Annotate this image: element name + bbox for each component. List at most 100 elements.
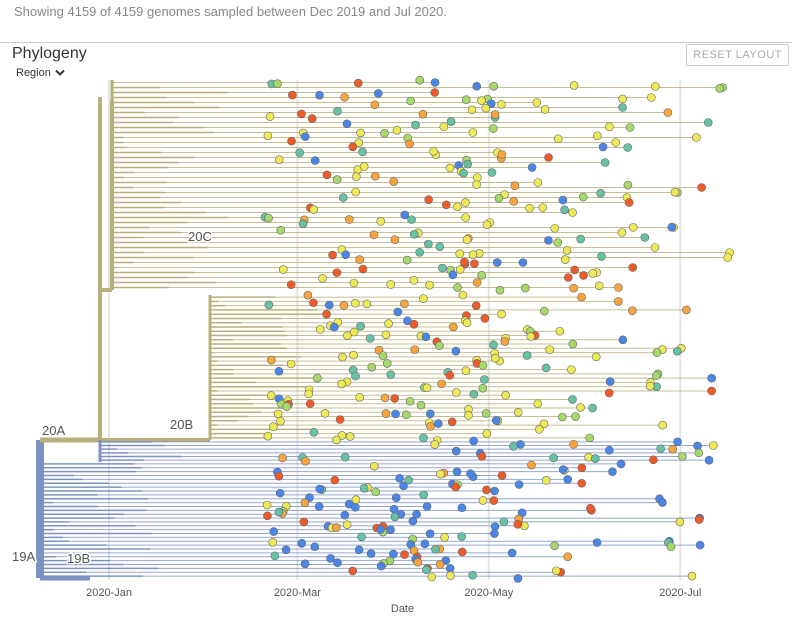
- tip[interactable]: [429, 146, 438, 156]
- tip[interactable]: [386, 370, 396, 379]
- tip[interactable]: [539, 419, 549, 429]
- tip[interactable]: [608, 467, 617, 476]
- color-by-select[interactable]: Region: [16, 67, 65, 79]
- tip[interactable]: [553, 238, 563, 247]
- tip[interactable]: [287, 136, 296, 146]
- tip[interactable]: [668, 444, 678, 454]
- tip[interactable]: [326, 554, 335, 563]
- tip[interactable]: [286, 280, 296, 289]
- tip[interactable]: [403, 316, 412, 326]
- tip[interactable]: [468, 250, 478, 259]
- tip[interactable]: [300, 132, 310, 141]
- tip[interactable]: [604, 388, 614, 398]
- tip[interactable]: [297, 109, 306, 119]
- tip[interactable]: [513, 574, 523, 583]
- tip[interactable]: [424, 239, 433, 249]
- tip[interactable]: [452, 388, 461, 397]
- tip[interactable]: [457, 503, 467, 513]
- tip[interactable]: [439, 122, 449, 132]
- tip[interactable]: [707, 373, 716, 383]
- tip[interactable]: [482, 429, 492, 438]
- tip[interactable]: [618, 94, 627, 104]
- tip[interactable]: [478, 496, 488, 505]
- tip[interactable]: [623, 180, 633, 190]
- tip[interactable]: [370, 171, 380, 181]
- tip[interactable]: [427, 572, 437, 582]
- tip[interactable]: [457, 532, 466, 541]
- tip[interactable]: [436, 469, 445, 479]
- tip[interactable]: [533, 399, 543, 409]
- tip[interactable]: [389, 549, 398, 559]
- tip[interactable]: [365, 334, 375, 343]
- tip[interactable]: [332, 268, 342, 277]
- tip[interactable]: [451, 346, 461, 356]
- tip[interactable]: [359, 162, 369, 171]
- tip[interactable]: [715, 84, 725, 93]
- tip[interactable]: [462, 318, 472, 328]
- tip[interactable]: [532, 98, 542, 107]
- tip[interactable]: [611, 138, 621, 147]
- tip[interactable]: [458, 290, 468, 300]
- tip[interactable]: [263, 511, 272, 521]
- tip[interactable]: [558, 465, 568, 474]
- tip[interactable]: [453, 202, 462, 211]
- tip[interactable]: [490, 110, 500, 119]
- tip[interactable]: [670, 187, 680, 197]
- tip[interactable]: [318, 274, 327, 283]
- tip[interactable]: [376, 525, 385, 534]
- tip[interactable]: [563, 273, 573, 282]
- tip[interactable]: [409, 320, 419, 329]
- tip[interactable]: [391, 493, 401, 503]
- tip[interactable]: [357, 532, 366, 542]
- tip[interactable]: [618, 335, 628, 345]
- tip[interactable]: [695, 540, 705, 550]
- tip[interactable]: [407, 215, 416, 224]
- tip[interactable]: [362, 299, 372, 309]
- tip[interactable]: [349, 278, 359, 288]
- tip[interactable]: [281, 545, 291, 555]
- tip[interactable]: [507, 548, 517, 558]
- tip[interactable]: [625, 123, 635, 132]
- tip[interactable]: [286, 359, 296, 369]
- tip[interactable]: [509, 197, 518, 206]
- tip[interactable]: [605, 445, 614, 455]
- tip[interactable]: [266, 391, 276, 400]
- tip[interactable]: [497, 309, 506, 319]
- tip[interactable]: [471, 301, 481, 310]
- tip[interactable]: [380, 129, 389, 138]
- tip[interactable]: [708, 441, 718, 450]
- tip[interactable]: [704, 455, 714, 465]
- tip[interactable]: [461, 366, 471, 375]
- tip[interactable]: [406, 96, 415, 106]
- tip[interactable]: [354, 138, 364, 147]
- tip[interactable]: [393, 307, 403, 317]
- tip[interactable]: [525, 203, 534, 213]
- tip[interactable]: [267, 355, 276, 365]
- tip[interactable]: [434, 419, 443, 428]
- tip[interactable]: [413, 557, 423, 567]
- tip[interactable]: [570, 265, 579, 275]
- tip[interactable]: [279, 265, 288, 274]
- tip[interactable]: [579, 271, 588, 280]
- tip[interactable]: [330, 475, 340, 485]
- tip[interactable]: [569, 81, 579, 90]
- tip[interactable]: [446, 117, 456, 126]
- tip[interactable]: [522, 351, 532, 360]
- tip[interactable]: [356, 321, 365, 331]
- tip[interactable]: [329, 322, 339, 332]
- tip[interactable]: [461, 95, 471, 105]
- tip[interactable]: [481, 103, 491, 113]
- tip[interactable]: [275, 488, 285, 498]
- tip[interactable]: [563, 475, 573, 484]
- tip[interactable]: [482, 220, 492, 229]
- tip[interactable]: [678, 452, 687, 461]
- tip[interactable]: [324, 300, 334, 310]
- tip[interactable]: [464, 411, 473, 420]
- tip[interactable]: [477, 96, 486, 105]
- tip[interactable]: [470, 259, 479, 269]
- tip[interactable]: [492, 258, 502, 267]
- tip[interactable]: [359, 484, 369, 493]
- tip[interactable]: [501, 390, 510, 400]
- tip[interactable]: [500, 337, 510, 346]
- tip[interactable]: [371, 487, 380, 497]
